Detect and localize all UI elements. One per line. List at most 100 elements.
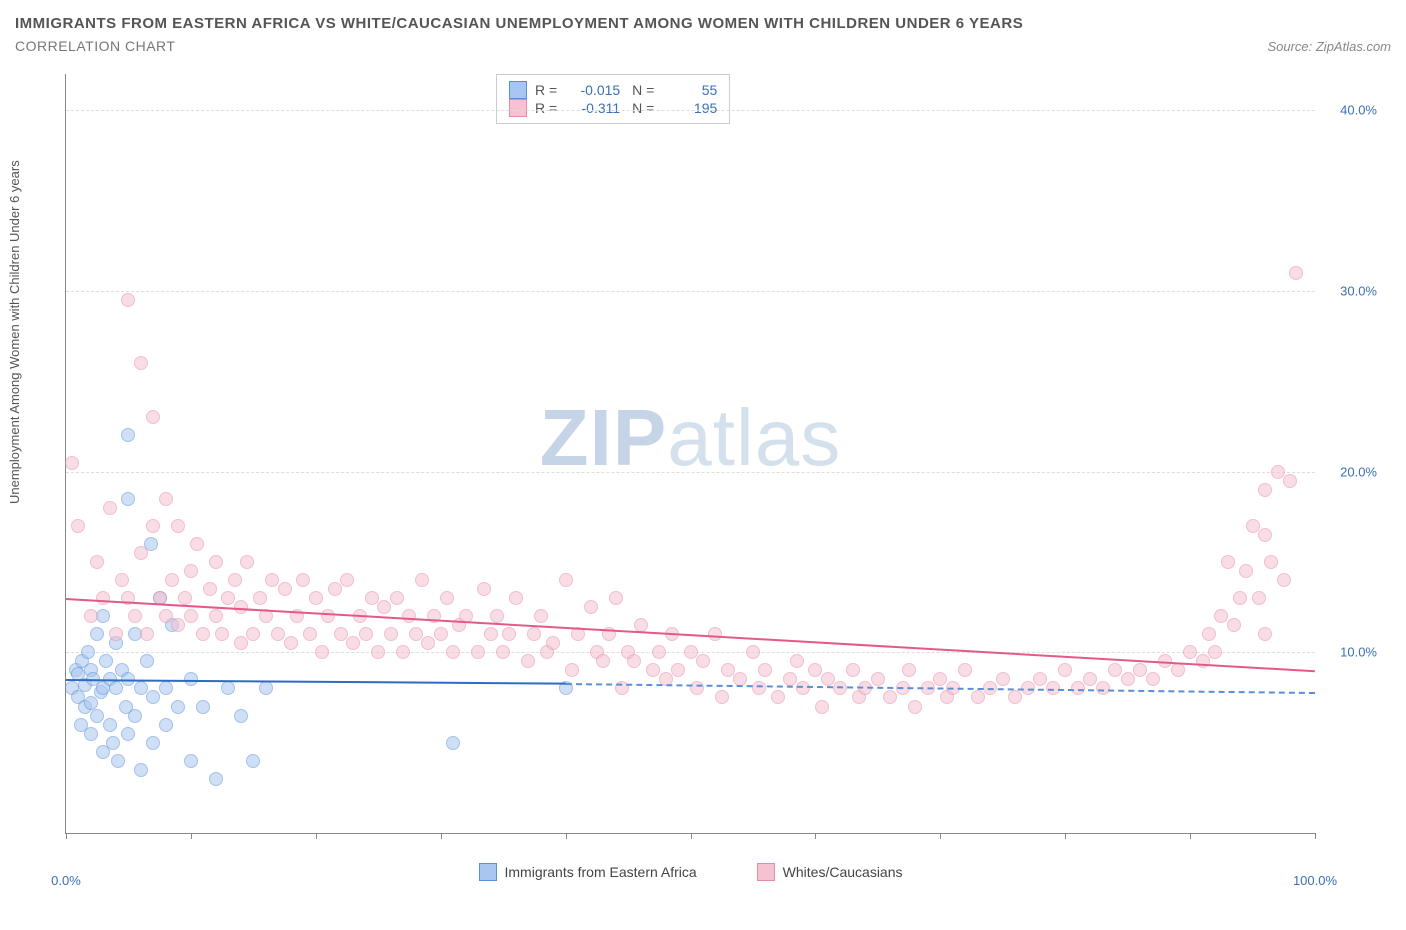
point-series2 (121, 293, 135, 307)
legend-label-series2: Whites/Caucasians (783, 864, 903, 880)
point-series2 (103, 501, 117, 515)
r-value-series2: -0.311 (565, 100, 620, 116)
point-series2 (209, 609, 223, 623)
point-series2 (246, 627, 260, 641)
point-series2 (1196, 654, 1210, 668)
point-series2 (902, 663, 916, 677)
point-series2 (1221, 555, 1235, 569)
point-series1 (184, 754, 198, 768)
point-series2 (1277, 573, 1291, 587)
point-series2 (365, 591, 379, 605)
point-series1 (90, 709, 104, 723)
point-series1 (246, 754, 260, 768)
point-series2 (696, 654, 710, 668)
point-series1 (259, 681, 273, 695)
point-series1 (146, 690, 160, 704)
point-series2 (1058, 663, 1072, 677)
point-series2 (1258, 483, 1272, 497)
point-series2 (446, 645, 460, 659)
point-series2 (609, 591, 623, 605)
point-series2 (71, 519, 85, 533)
point-series2 (815, 700, 829, 714)
stats-row-series1: R = -0.015 N = 55 (509, 81, 717, 99)
source-attribution: Source: ZipAtlas.com (1267, 39, 1391, 54)
point-series2 (871, 672, 885, 686)
point-series2 (415, 573, 429, 587)
point-series2 (796, 681, 810, 695)
point-series2 (228, 573, 242, 587)
point-series2 (534, 609, 548, 623)
point-series2 (128, 609, 142, 623)
point-series2 (440, 591, 454, 605)
point-series2 (971, 690, 985, 704)
point-series1 (109, 681, 123, 695)
point-series2 (908, 700, 922, 714)
point-series2 (203, 582, 217, 596)
point-series2 (309, 591, 323, 605)
point-series2 (746, 645, 760, 659)
point-series2 (752, 681, 766, 695)
point-series1 (81, 645, 95, 659)
point-series2 (1246, 519, 1260, 533)
point-series2 (371, 645, 385, 659)
point-series2 (1227, 618, 1241, 632)
point-series2 (1258, 627, 1272, 641)
stats-row-series2: R = -0.311 N = 195 (509, 99, 717, 117)
x-tick (940, 833, 941, 839)
point-series2 (221, 591, 235, 605)
point-series2 (502, 627, 516, 641)
swatch-series1 (509, 81, 527, 99)
x-tick (1315, 833, 1316, 839)
point-series2 (1183, 645, 1197, 659)
point-series2 (596, 654, 610, 668)
point-series1 (111, 754, 125, 768)
point-series2 (477, 582, 491, 596)
gridline (66, 291, 1315, 292)
point-series1 (134, 763, 148, 777)
legend-item-series2: Whites/Caucasians (757, 863, 903, 881)
point-series2 (209, 555, 223, 569)
point-series1 (121, 492, 135, 506)
point-series2 (808, 663, 822, 677)
x-tick-label: 0.0% (51, 873, 81, 888)
point-series2 (328, 582, 342, 596)
point-series2 (1214, 609, 1228, 623)
point-series2 (1239, 564, 1253, 578)
bottom-legend: Immigrants from Eastern Africa Whites/Ca… (66, 863, 1315, 881)
n-value-series2: 195 (662, 100, 717, 116)
swatch-series2 (509, 99, 527, 117)
point-series2 (402, 609, 416, 623)
point-series1 (146, 736, 160, 750)
point-series2 (559, 573, 573, 587)
point-series2 (771, 690, 785, 704)
x-tick (1190, 833, 1191, 839)
stats-legend-box: R = -0.015 N = 55 R = -0.311 N = 195 (496, 74, 730, 124)
point-series2 (846, 663, 860, 677)
point-series1 (84, 727, 98, 741)
point-series2 (234, 636, 248, 650)
x-tick (566, 833, 567, 839)
point-series2 (159, 609, 173, 623)
point-series2 (109, 627, 123, 641)
gridline (66, 110, 1315, 111)
point-series2 (146, 519, 160, 533)
point-series1 (106, 736, 120, 750)
point-series1 (121, 428, 135, 442)
point-series2 (296, 573, 310, 587)
point-series1 (171, 700, 185, 714)
point-series2 (1283, 474, 1297, 488)
point-series2 (527, 627, 541, 641)
point-series2 (84, 609, 98, 623)
point-series2 (758, 663, 772, 677)
point-series2 (396, 645, 410, 659)
x-tick (316, 833, 317, 839)
point-series2 (471, 645, 485, 659)
point-series2 (171, 618, 185, 632)
legend-item-series1: Immigrants from Eastern Africa (479, 863, 697, 881)
point-series2 (1271, 465, 1285, 479)
point-series2 (90, 555, 104, 569)
point-series2 (96, 591, 110, 605)
point-series2 (521, 654, 535, 668)
point-series1 (90, 627, 104, 641)
point-series2 (671, 663, 685, 677)
